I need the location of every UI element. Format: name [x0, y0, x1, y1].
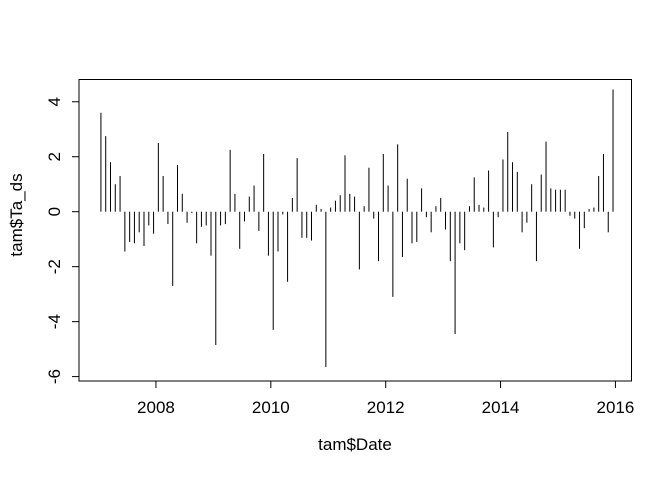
y-tick-label: -6: [45, 369, 64, 384]
data-series: [100, 89, 614, 367]
y-axis-title: tam$Ta_ds: [7, 173, 26, 256]
y-axis: -6 -4 -2 0 2 4: [45, 97, 79, 384]
y-tick-label: 4: [45, 97, 64, 106]
x-tick-label: 2010: [252, 398, 290, 417]
x-axis-title: tam$Date: [318, 435, 392, 454]
y-tick-label: -2: [45, 259, 64, 274]
x-tick-label: 2008: [137, 398, 175, 417]
x-axis: 2008 2010 2012 2014 2016: [137, 381, 634, 417]
y-tick-label: -4: [45, 314, 64, 329]
x-tick-label: 2016: [597, 398, 635, 417]
y-tick-label: 2: [45, 152, 64, 161]
x-tick-label: 2012: [367, 398, 405, 417]
y-tick-label: 0: [45, 207, 64, 216]
x-tick-label: 2014: [482, 398, 520, 417]
plot-box: [78, 79, 632, 382]
